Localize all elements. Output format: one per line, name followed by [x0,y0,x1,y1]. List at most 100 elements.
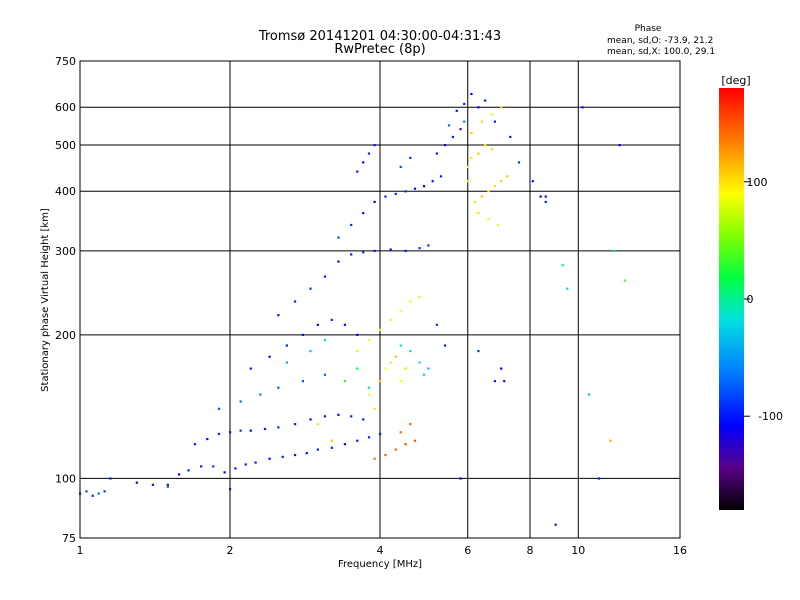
data-point [356,170,359,173]
colorbar-unit-label: [deg] [721,74,750,87]
data-point [500,106,503,109]
data-point [422,185,426,188]
data-point [277,426,280,429]
data-point [330,318,333,322]
data-point [362,418,365,421]
data-point [506,175,509,178]
data-point [427,244,430,247]
x-axis-label: Frequency [MHz] [338,559,422,570]
data-point [480,120,483,123]
data-point [470,156,473,160]
data-point [503,380,506,383]
y-tick-label: 600 [55,101,76,114]
data-point [379,432,382,436]
data-point [470,92,473,96]
data-point [500,367,503,370]
scatter-points [79,92,627,526]
data-point [330,446,333,449]
data-point [587,393,591,396]
data-point [459,477,462,480]
data-point [459,128,462,131]
x-tick-label: 10 [571,544,585,557]
data-point [293,453,297,457]
data-point [200,465,203,468]
stats-x-line: mean, sd,X: 100.0, 29.1 [607,47,715,57]
y-tick-label: 300 [55,245,76,258]
data-point [409,423,412,426]
data-point [493,380,497,383]
data-point [316,423,319,426]
data-point [373,249,376,253]
data-point [337,236,340,239]
data-point [177,473,181,476]
data-point [268,457,271,460]
data-point [404,249,407,253]
data-point [443,344,447,347]
data-point [487,190,490,193]
data-point [229,488,232,491]
colorbar-ticks: 100 0 -100 [744,176,783,423]
data-point [447,124,451,127]
data-point [316,448,319,451]
data-point [500,180,503,183]
data-point [350,415,353,418]
data-point [413,187,417,190]
data-point [484,99,487,102]
data-point [422,373,426,376]
data-point [493,185,497,188]
data-point [103,490,106,493]
data-point [609,439,612,442]
data-point [404,367,407,370]
data-point [373,143,376,147]
data-point [509,135,512,139]
data-point [581,106,584,109]
data-point [517,161,521,164]
data-point [244,463,247,466]
data-point [323,373,327,376]
data-point [487,217,490,221]
data-point [470,131,473,135]
data-point [484,143,487,147]
data-point [362,212,365,215]
colorbar-tick-label: -100 [758,410,783,423]
data-point [389,318,392,322]
data-point [323,339,327,342]
data-point [466,180,469,183]
data-point [544,195,547,198]
chart-subtitle: RwPretec (8p) [334,42,425,57]
data-point [263,427,267,431]
colorbar-tick-label: 0 [747,293,754,306]
data-point [480,195,483,198]
data-point [623,279,627,282]
y-tick-label: 75 [62,532,76,545]
data-point [394,448,397,451]
data-point [305,452,308,455]
data-point [259,393,262,396]
data-point [301,380,305,383]
x-tick-label: 4 [377,544,384,557]
x-tick-label: 16 [673,544,687,557]
data-point [435,152,438,155]
data-point [91,494,94,497]
data-point [477,152,480,155]
x-tick-labels: 1 2 4 6 8 10 16 [77,544,688,557]
data-point [404,443,407,446]
data-point [404,190,407,193]
data-point [477,106,480,109]
data-point [343,323,347,326]
data-point [379,328,382,331]
data-point [399,431,402,434]
data-point [356,349,359,353]
y-tick-labels: 75 100 200 300 400 500 600 750 [55,55,76,545]
data-point [350,223,353,227]
y-tick-label: 400 [55,185,76,198]
grid-lines [79,60,681,539]
data-point [277,386,280,389]
data-point [323,415,327,418]
data-point [249,367,252,370]
data-point [234,467,237,470]
y-tick-label: 750 [55,55,76,68]
data-point [399,344,402,347]
data-point [618,143,621,147]
data-point [373,200,376,204]
